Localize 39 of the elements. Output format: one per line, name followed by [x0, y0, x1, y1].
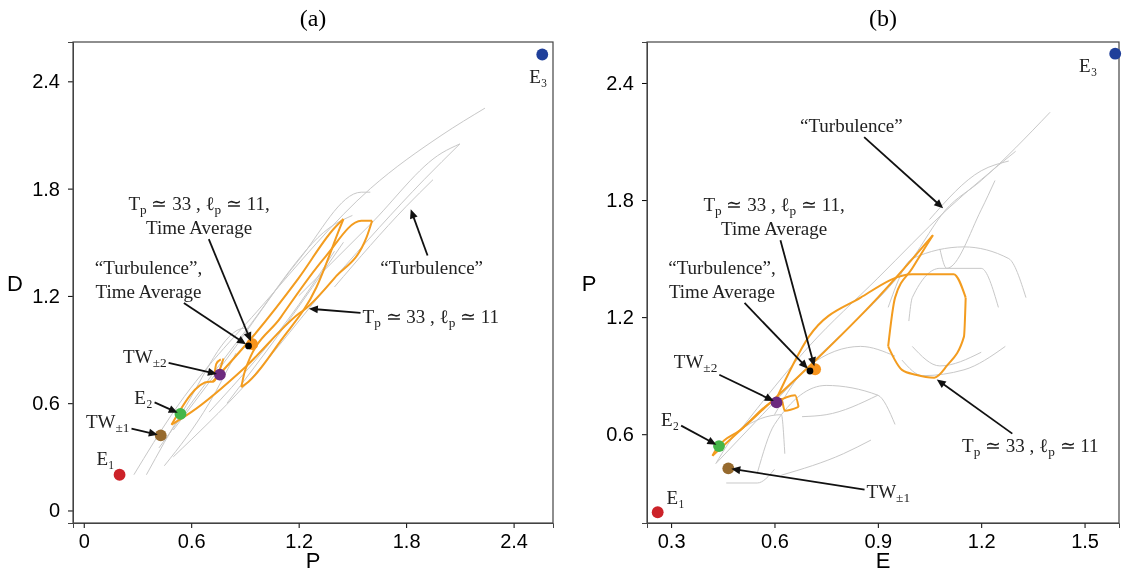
y-tick-label: 1.8: [606, 188, 634, 211]
annotation: “Turbulence”, Time Average: [668, 256, 776, 302]
annotation: TW$_{±2}$: [673, 351, 718, 376]
x-tick-label: 2.4: [500, 530, 528, 553]
chart-title: (a): [299, 5, 327, 31]
chart-title: (b): [869, 5, 897, 31]
annotation: “Turbulence”: [380, 256, 484, 278]
y-tick-label: 1.8: [32, 177, 60, 200]
x-tick-label: 0.3: [657, 530, 686, 553]
annotation: “Turbulence”, Time Average: [94, 256, 203, 302]
y-tick-label: 0: [48, 499, 60, 522]
annotation: E₁: [96, 447, 115, 469]
annotation: E₃: [529, 65, 548, 87]
x-tick-label: 0.6: [761, 530, 789, 553]
x-tick-label: 1.2: [967, 530, 996, 553]
annotation: T$_{p}$ ≃ 33 , ℓ$_{p}$ ≃ 11, Time Average: [128, 193, 270, 239]
y-axis-title: P: [581, 270, 597, 296]
annotation: T$_{p}$ ≃ 33 , ℓ$_{p}$ ≃ 11: [962, 434, 1099, 459]
annotation: E₃: [1079, 54, 1098, 76]
y-axis-title: D: [7, 270, 23, 296]
annotation: E₂: [660, 409, 680, 431]
x-tick-label: 0: [78, 530, 90, 553]
y-tick-label: 1.2: [32, 284, 60, 307]
annotation: TW$_{±2}$: [123, 345, 167, 370]
annotation: E₁: [666, 487, 685, 509]
x-tick-label: 1.5: [1071, 530, 1099, 553]
annotation: E₂: [134, 386, 153, 408]
y-tick-label: 0.6: [606, 423, 634, 446]
annotation: TW$_{±1}$: [86, 411, 130, 436]
x-tick-label: 1.8: [392, 530, 421, 553]
y-tick-label: 0.6: [32, 392, 60, 415]
y-tick-label: 2.4: [32, 70, 60, 93]
annotation: “Turbulence”: [800, 115, 903, 137]
annotation: T$_{p}$ ≃ 33 , ℓ$_{p}$ ≃ 11, Time Average: [703, 194, 845, 240]
annotation: T$_{p}$ ≃ 33 , ℓ$_{p}$ ≃ 11: [362, 306, 500, 331]
y-tick-label: 2.4: [606, 71, 634, 94]
x-tick-label: 0.6: [177, 530, 206, 553]
y-tick-label: 1.2: [606, 306, 634, 329]
annotation: TW$_{±1}$: [866, 481, 911, 506]
